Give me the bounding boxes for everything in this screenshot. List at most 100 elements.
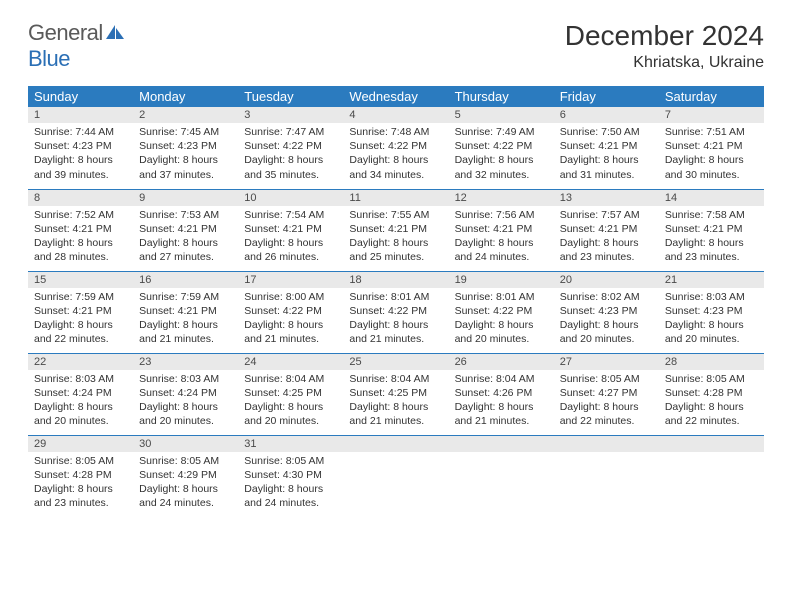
daylight-text2: and 24 minutes.: [455, 250, 548, 264]
weekday-header: Friday: [554, 86, 659, 107]
daylight-text1: Daylight: 8 hours: [665, 318, 758, 332]
calendar-day-cell: [659, 435, 764, 517]
daylight-text1: Daylight: 8 hours: [139, 236, 232, 250]
sunset-text: Sunset: 4:21 PM: [139, 304, 232, 318]
sunrise-text: Sunrise: 8:04 AM: [244, 372, 337, 386]
calendar-day-cell: 27Sunrise: 8:05 AMSunset: 4:27 PMDayligh…: [554, 353, 659, 435]
daylight-text2: and 20 minutes.: [560, 332, 653, 346]
calendar-day-cell: 21Sunrise: 8:03 AMSunset: 4:23 PMDayligh…: [659, 271, 764, 353]
daylight-text1: Daylight: 8 hours: [139, 153, 232, 167]
day-number: 17: [238, 272, 343, 288]
sunset-text: Sunset: 4:22 PM: [455, 139, 548, 153]
sunset-text: Sunset: 4:25 PM: [244, 386, 337, 400]
day-details: Sunrise: 7:56 AMSunset: 4:21 PMDaylight:…: [449, 206, 554, 269]
calendar-day-cell: 5Sunrise: 7:49 AMSunset: 4:22 PMDaylight…: [449, 107, 554, 189]
day-number: 6: [554, 107, 659, 123]
sunset-text: Sunset: 4:26 PM: [455, 386, 548, 400]
daylight-text1: Daylight: 8 hours: [139, 482, 232, 496]
sunset-text: Sunset: 4:23 PM: [560, 304, 653, 318]
sunset-text: Sunset: 4:22 PM: [455, 304, 548, 318]
day-number: 10: [238, 190, 343, 206]
daylight-text2: and 37 minutes.: [139, 168, 232, 182]
sunrise-text: Sunrise: 8:05 AM: [560, 372, 653, 386]
day-number: 25: [343, 354, 448, 370]
daylight-text1: Daylight: 8 hours: [349, 400, 442, 414]
calendar-week-row: 29Sunrise: 8:05 AMSunset: 4:28 PMDayligh…: [28, 435, 764, 517]
day-number: 12: [449, 190, 554, 206]
day-details: Sunrise: 7:48 AMSunset: 4:22 PMDaylight:…: [343, 123, 448, 186]
sunset-text: Sunset: 4:23 PM: [139, 139, 232, 153]
calendar-day-cell: [554, 435, 659, 517]
day-details: Sunrise: 8:05 AMSunset: 4:30 PMDaylight:…: [238, 452, 343, 515]
calendar-day-cell: 9Sunrise: 7:53 AMSunset: 4:21 PMDaylight…: [133, 189, 238, 271]
daylight-text1: Daylight: 8 hours: [455, 318, 548, 332]
daylight-text2: and 20 minutes.: [34, 414, 127, 428]
sunset-text: Sunset: 4:21 PM: [455, 222, 548, 236]
sunrise-text: Sunrise: 7:59 AM: [139, 290, 232, 304]
title-block: December 2024 Khriatska, Ukraine: [565, 20, 764, 72]
day-number: 19: [449, 272, 554, 288]
sunrise-text: Sunrise: 8:04 AM: [455, 372, 548, 386]
calendar-day-cell: 19 Sunrise: 8:01 AMSunset: 4:22 PMDayligh…: [449, 271, 554, 353]
sunrise-text: Sunrise: 8:05 AM: [244, 454, 337, 468]
day-details: Sunrise: 7:57 AMSunset: 4:21 PMDaylight:…: [554, 206, 659, 269]
daylight-text2: and 20 minutes.: [244, 414, 337, 428]
day-number: 1: [28, 107, 133, 123]
sunrise-text: Sunrise: 7:57 AM: [560, 208, 653, 222]
daylight-text2: and 20 minutes.: [455, 332, 548, 346]
daylight-text1: Daylight: 8 hours: [244, 153, 337, 167]
day-number: 27: [554, 354, 659, 370]
daylight-text2: and 23 minutes.: [665, 250, 758, 264]
day-number: 28: [659, 354, 764, 370]
day-details: Sunrise: 7:58 AMSunset: 4:21 PMDaylight:…: [659, 206, 764, 269]
daylight-text2: and 23 minutes.: [34, 496, 127, 510]
calendar-day-cell: 15Sunrise: 7:59 AMSunset: 4:21 PMDayligh…: [28, 271, 133, 353]
sunrise-text: Sunrise: 7:54 AM: [244, 208, 337, 222]
daylight-text2: and 25 minutes.: [349, 250, 442, 264]
calendar-day-cell: 26Sunrise: 8:04 AMSunset: 4:26 PMDayligh…: [449, 353, 554, 435]
sunrise-text: Sunrise: 7:50 AM: [560, 125, 653, 139]
weekday-header: Sunday: [28, 86, 133, 107]
sunset-text: Sunset: 4:21 PM: [244, 222, 337, 236]
day-details: Sunrise: 7:53 AMSunset: 4:21 PMDaylight:…: [133, 206, 238, 269]
day-details: Sunrise: 7:59 AMSunset: 4:21 PMDaylight:…: [133, 288, 238, 351]
page-header: General Blue December 2024 Khriatska, Uk…: [28, 20, 764, 72]
daylight-text1: Daylight: 8 hours: [34, 153, 127, 167]
calendar-day-cell: 23Sunrise: 8:03 AMSunset: 4:24 PMDayligh…: [133, 353, 238, 435]
day-details: Sunrise: 7:44 AMSunset: 4:23 PMDaylight:…: [28, 123, 133, 186]
sunrise-text: Sunrise: 8:03 AM: [139, 372, 232, 386]
daylight-text2: and 27 minutes.: [139, 250, 232, 264]
day-details: Sunrise: 8:02 AMSunset: 4:23 PMDaylight:…: [554, 288, 659, 351]
sunset-text: Sunset: 4:23 PM: [665, 304, 758, 318]
day-number: 24: [238, 354, 343, 370]
daylight-text2: and 23 minutes.: [560, 250, 653, 264]
daylight-text2: and 21 minutes.: [244, 332, 337, 346]
daylight-text1: Daylight: 8 hours: [139, 318, 232, 332]
calendar-day-cell: 1Sunrise: 7:44 AMSunset: 4:23 PMDaylight…: [28, 107, 133, 189]
daylight-text1: Daylight: 8 hours: [560, 153, 653, 167]
weekday-header: Thursday: [449, 86, 554, 107]
sunrise-text: Sunrise: 8:01 AM: [455, 290, 548, 304]
sunrise-text: Sunrise: 8:05 AM: [139, 454, 232, 468]
calendar-day-cell: 28Sunrise: 8:05 AMSunset: 4:28 PMDayligh…: [659, 353, 764, 435]
day-details: Sunrise: 7:51 AMSunset: 4:21 PMDaylight:…: [659, 123, 764, 186]
daylight-text1: Daylight: 8 hours: [455, 153, 548, 167]
daylight-text2: and 26 minutes.: [244, 250, 337, 264]
daylight-text2: and 21 minutes.: [349, 414, 442, 428]
sunset-text: Sunset: 4:30 PM: [244, 468, 337, 482]
weekday-header: Monday: [133, 86, 238, 107]
daylight-text1: Daylight: 8 hours: [34, 318, 127, 332]
day-details: Sunrise: 7:59 AMSunset: 4:21 PMDaylight:…: [28, 288, 133, 351]
daylight-text1: Daylight: 8 hours: [34, 482, 127, 496]
calendar-day-cell: 13Sunrise: 7:57 AMSunset: 4:21 PMDayligh…: [554, 189, 659, 271]
daylight-text2: and 22 minutes.: [560, 414, 653, 428]
sunrise-text: Sunrise: 7:44 AM: [34, 125, 127, 139]
daylight-text2: and 39 minutes.: [34, 168, 127, 182]
month-title: December 2024: [565, 20, 764, 52]
daylight-text1: Daylight: 8 hours: [349, 236, 442, 250]
daylight-text1: Daylight: 8 hours: [560, 318, 653, 332]
daylight-text2: and 22 minutes.: [34, 332, 127, 346]
sunset-text: Sunset: 4:21 PM: [665, 222, 758, 236]
calendar-week-row: 15Sunrise: 7:59 AMSunset: 4:21 PMDayligh…: [28, 271, 764, 353]
sunrise-text: Sunrise: 7:56 AM: [455, 208, 548, 222]
